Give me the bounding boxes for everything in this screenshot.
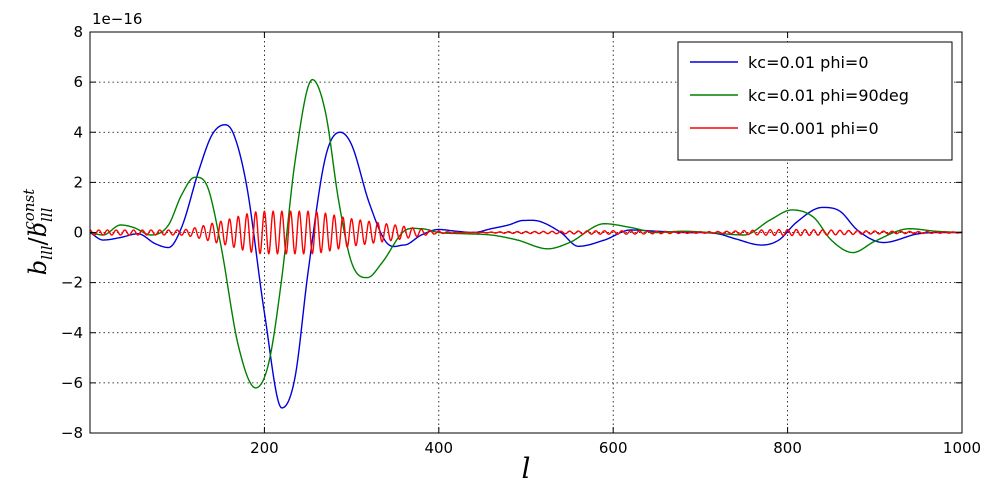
y-tick-label: 4 xyxy=(73,123,83,141)
series-line-1 xyxy=(89,78,963,389)
y-tick-labels: −8 −6 −4 −2 0 2 4 6 8 xyxy=(61,23,83,442)
offset-label: 1e−16 xyxy=(92,10,142,28)
series-line-0 xyxy=(89,124,962,409)
series-lines xyxy=(89,78,963,409)
x-tick-label: 600 xyxy=(599,439,628,457)
y-label-sep: / xyxy=(24,236,52,245)
y-label-sup2: const xyxy=(20,188,38,230)
y-label-sub: lll xyxy=(38,245,56,260)
x-tick-label: 400 xyxy=(424,439,453,457)
y-tick-label: 6 xyxy=(73,73,83,91)
x-axis-label: l xyxy=(522,452,531,485)
axis-ticks xyxy=(90,31,963,434)
x-tick-labels: 200 400 600 800 1000 xyxy=(250,439,981,457)
y-tick-label: −8 xyxy=(61,424,83,442)
y-tick-label: 0 xyxy=(73,224,83,242)
legend-label-1: kc=0.01 phi=90deg xyxy=(748,86,909,105)
legend: kc=0.01 phi=0 kc=0.01 phi=90deg kc=0.001… xyxy=(677,41,953,161)
y-label-base2: b xyxy=(24,222,52,237)
legend-label-0: kc=0.01 phi=0 xyxy=(748,53,869,72)
y-label-base: b xyxy=(24,260,52,275)
legend-label-2: kc=0.001 phi=0 xyxy=(748,119,879,138)
y-tick-label: 2 xyxy=(73,173,83,191)
series-line-2 xyxy=(89,210,963,255)
y-tick-label: −6 xyxy=(61,374,83,392)
x-tick-label: 800 xyxy=(773,439,802,457)
x-tick-label: 1000 xyxy=(943,439,981,457)
y-tick-label: −2 xyxy=(61,274,83,292)
x-tick-label: 200 xyxy=(250,439,279,457)
y-axis-label: blll/blllconst xyxy=(20,188,56,275)
y-label-sub2: lll xyxy=(38,207,56,222)
y-tick-label: 8 xyxy=(73,23,83,41)
y-tick-label: −4 xyxy=(61,324,83,342)
